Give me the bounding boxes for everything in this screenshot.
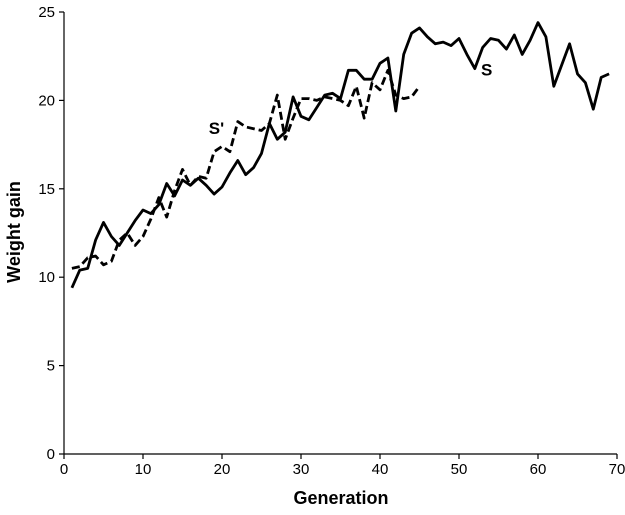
series-label-s: S <box>481 61 492 80</box>
x-tick-label: 70 <box>609 461 625 478</box>
y-tick-label: 25 <box>38 4 55 21</box>
y-tick-label: 20 <box>38 92 55 109</box>
y-tick-label: 5 <box>47 358 55 375</box>
x-tick-label: 10 <box>135 461 152 478</box>
x-tick-label: 40 <box>372 461 389 478</box>
x-tick-label: 0 <box>60 461 68 478</box>
series-line-s <box>70 21 610 289</box>
y-tick-label: 10 <box>38 269 55 286</box>
y-axis-title: Weight gain <box>4 181 24 283</box>
x-axis-title: Generation <box>293 488 388 508</box>
labels-layer: S S' <box>209 61 493 138</box>
series-label-s-prime: S' <box>209 119 224 138</box>
x-tick-label: 20 <box>214 461 231 478</box>
y-tick-label: 0 <box>47 446 55 463</box>
axes: 0 10 20 30 40 50 60 70 0 5 10 15 20 25 <box>38 4 625 478</box>
x-tick-label: 60 <box>530 461 547 478</box>
y-tick-label: 15 <box>38 181 55 198</box>
x-tick-label: 30 <box>293 461 310 478</box>
series-line-s-prime <box>71 68 421 270</box>
series-layer <box>70 21 610 289</box>
x-tick-label: 50 <box>451 461 468 478</box>
